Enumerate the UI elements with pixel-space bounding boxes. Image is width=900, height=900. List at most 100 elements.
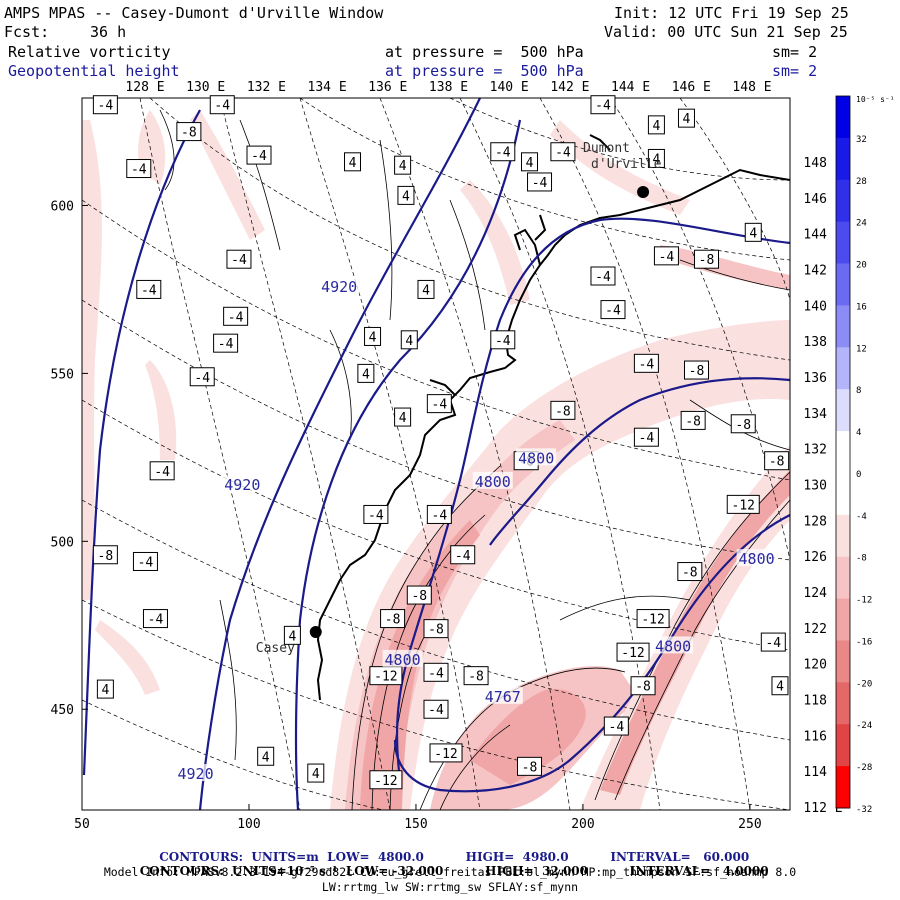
x-tick-label: 150 — [404, 817, 427, 832]
height-label: 4800 — [655, 637, 691, 655]
colorbar-label: -28 — [856, 763, 872, 773]
y-tick-label: 550 — [51, 367, 74, 382]
right-lon-label: 134 E — [803, 407, 842, 422]
top-lon-label: 144 E — [611, 80, 650, 95]
vorticity-label-text: -8 — [682, 566, 698, 581]
vorticity-label-text: -4 — [605, 304, 621, 319]
top-lon-label: 142 E — [550, 80, 589, 95]
right-lon-label: 136 E — [803, 371, 842, 386]
vorticity-label-text: -8 — [555, 404, 571, 419]
colorbar-swatch — [836, 221, 850, 265]
vorticity-label-text: -4 — [194, 371, 210, 386]
vorticity-label-box — [744, 222, 762, 242]
vorticity-label: 4 — [283, 625, 301, 645]
vorticity-label-box — [380, 609, 406, 629]
vorticity-label-text: -4 — [218, 337, 234, 352]
vorticity-label: 4 — [394, 155, 412, 175]
vorticity-label: -8 — [694, 249, 720, 269]
vorticity-label-box — [683, 360, 709, 380]
vorticity-label: -8 — [550, 400, 576, 420]
forecast-label: Fcst: — [4, 23, 50, 41]
vorticity-label-text: -4 — [532, 176, 548, 191]
top-lon-label: 134 E — [308, 80, 347, 95]
vorticity-label-box — [92, 545, 118, 565]
colorbar: 32 28 24 20 16 12 8 4 0 -4 -8 -12 -16 -20 -24 -28 -32 10⁻… — [835, 95, 895, 815]
vorticity-label-text: -4 — [228, 310, 244, 325]
vorticity-label: -4 — [189, 367, 215, 387]
top-lon-label: 130 E — [186, 80, 225, 95]
vorticity-label-box — [189, 367, 215, 387]
vorticity-label-box — [246, 145, 272, 165]
vorticity-label-text: -4 — [495, 334, 511, 349]
vorticity-label-box — [307, 763, 325, 783]
vorticity-label: -4 — [423, 699, 449, 719]
vorticity-label-box — [400, 330, 418, 350]
colorbar-label: -8 — [856, 554, 867, 564]
x-axis: 50 100 150 200 250 — [74, 804, 762, 832]
y-tick-label: 500 — [51, 535, 74, 550]
colorbar-swatch — [836, 305, 850, 348]
vorticity-label-text: -4 — [98, 99, 114, 114]
vorticity-label-text: 4 — [312, 767, 320, 782]
vorticity-label: -4 — [209, 95, 235, 115]
vorticity-label-box — [633, 353, 659, 373]
vorticity-label: -4 — [126, 159, 152, 179]
vorticity-label-box — [600, 300, 626, 320]
vorticity-label-text: -4 — [639, 431, 655, 446]
vorticity-label-text: 4 — [422, 283, 430, 298]
right-lon-label: 140 E — [803, 299, 842, 314]
vorticity-label: -4 — [136, 279, 162, 299]
field2-smoothing: sm= 2 — [772, 62, 818, 80]
x-tick-label: 50 — [74, 817, 90, 832]
vorticity-label-box — [517, 756, 543, 776]
station-marker — [309, 626, 322, 638]
right-lon-label: 118 E — [803, 694, 842, 709]
vorticity-label: -4 — [142, 609, 168, 629]
vorticity-label-text: -12 — [374, 670, 397, 685]
x-tick-label: 100 — [237, 817, 260, 832]
colorbar-swatch — [836, 96, 850, 139]
vorticity-label: -4 — [246, 145, 272, 165]
forecast-hour: 36 h — [90, 23, 127, 41]
colorbar-swatch — [836, 682, 850, 725]
vorticity-label: -4 — [426, 394, 452, 414]
vorticity-label-text: 4 — [349, 156, 357, 171]
vorticity-label: -8 — [463, 666, 489, 686]
colorbar-swatch — [836, 137, 850, 181]
field1-pressure: at pressure = 500 hPa — [385, 43, 584, 61]
plot-frame — [81, 97, 791, 811]
vorticity-label-text: -4 — [141, 283, 157, 298]
vorticity-label: -4 — [490, 330, 516, 350]
colorbar-label: 8 — [856, 386, 861, 396]
vorticity-label: -4 — [633, 427, 659, 447]
map-field — [82, 98, 790, 810]
colorbar-label: 16 — [856, 302, 867, 312]
x-tick-label: 250 — [738, 817, 761, 832]
vorticity-label: 4 — [307, 763, 325, 783]
vorticity-label-box — [450, 545, 476, 565]
vorticity-label-box — [550, 142, 576, 162]
vorticity-label-text: 4 — [399, 159, 407, 174]
vorticity-label: -4 — [590, 266, 616, 286]
vorticity-label-box — [726, 494, 760, 514]
vorticity-label-box — [680, 410, 706, 430]
vorticity-label-text: -4 — [231, 253, 247, 268]
vorticity-label-text: 4 — [405, 334, 413, 349]
vorticity-label-text: -4 — [609, 720, 625, 735]
vorticity-label-box — [636, 609, 670, 629]
station-name: Casey — [256, 641, 295, 656]
height-label: 4920 — [177, 765, 213, 783]
vorticity-label-text: -8 — [769, 455, 785, 470]
colorbar-swatch — [836, 389, 850, 432]
vorticity-label-text: -4 — [428, 703, 444, 718]
vorticity-label-text: 4 — [683, 112, 691, 127]
colorbar-frame — [835, 95, 851, 809]
vorticity-label-box — [616, 642, 650, 662]
colorbar-label: 12 — [856, 344, 867, 354]
vorticity-label-text: -4 — [148, 613, 164, 628]
vorticity-label-box — [226, 249, 252, 269]
vorticity-label-box — [369, 770, 403, 790]
vorticity-label-text: -12 — [621, 646, 644, 661]
colorbar-label: -24 — [856, 721, 872, 731]
vorticity-label-box — [764, 451, 790, 471]
